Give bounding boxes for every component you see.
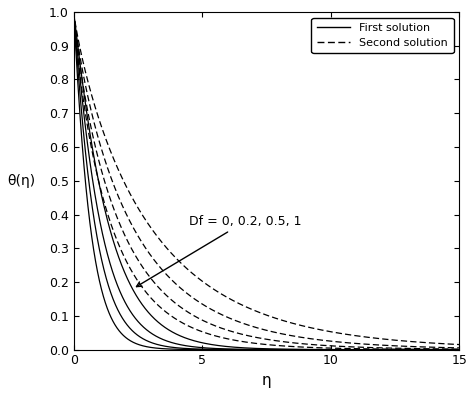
X-axis label: η: η [262, 373, 271, 388]
Legend: First solution, Second solution: First solution, Second solution [311, 17, 454, 53]
Y-axis label: θ(η): θ(η) [7, 174, 35, 188]
Text: Df = 0, 0.2, 0.5, 1: Df = 0, 0.2, 0.5, 1 [137, 215, 302, 287]
